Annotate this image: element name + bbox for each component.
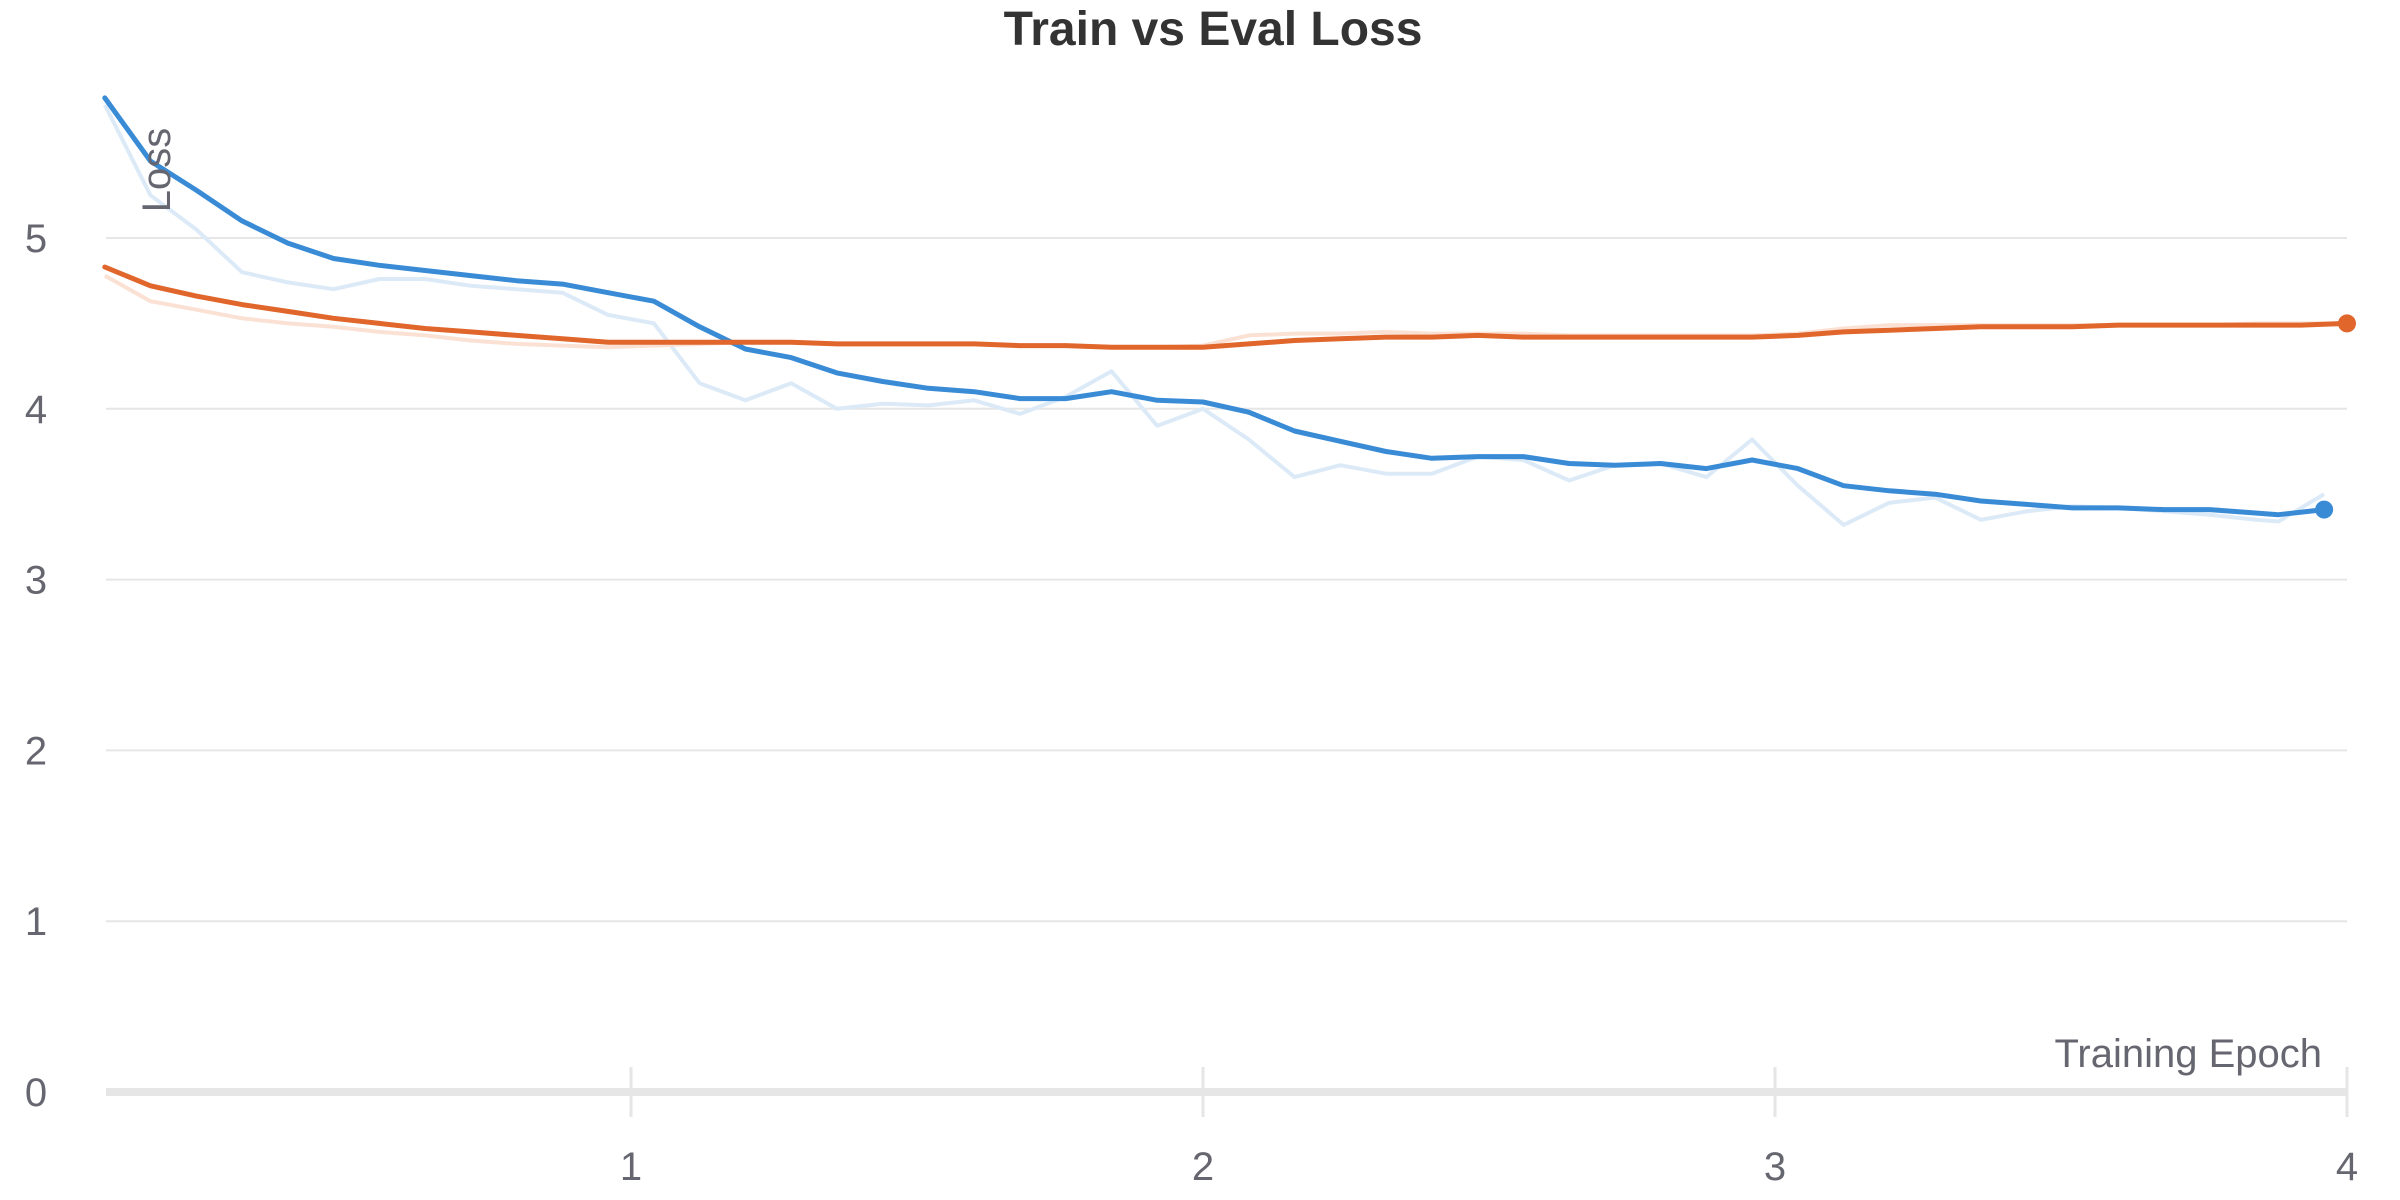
smoothed-series-layer bbox=[102, 95, 2356, 519]
y-tick-label-4: 4 bbox=[25, 388, 47, 432]
y-axis-label: Loss bbox=[135, 128, 179, 213]
eval-end-point bbox=[2338, 314, 2356, 333]
y-tick-label-5: 5 bbox=[25, 217, 47, 261]
eval-smoothed-line bbox=[102, 264, 2350, 350]
tick-label-layer: 0 1 2 3 4 5 1 2 3 4 bbox=[25, 217, 2358, 1189]
chart-title: Train vs Eval Loss bbox=[1004, 3, 1423, 56]
y-tick-label-0: 0 bbox=[25, 1071, 47, 1115]
y-tick-label-3: 3 bbox=[25, 559, 47, 603]
grid-layer bbox=[106, 237, 2347, 923]
y-tick-label-2: 2 bbox=[25, 729, 47, 773]
x-tick-label-1: 1 bbox=[620, 1145, 642, 1189]
x-axis-label: Training Epoch bbox=[2054, 1032, 2322, 1076]
train-end-point bbox=[2315, 500, 2334, 519]
x-tick-label-2: 2 bbox=[1192, 1145, 1214, 1189]
train-raw-line bbox=[103, 103, 2326, 527]
eval-raw-line bbox=[103, 273, 2347, 350]
x-tick-label-3: 3 bbox=[1764, 1145, 1786, 1189]
x-axis bbox=[106, 1067, 2349, 1117]
y-tick-label-1: 1 bbox=[25, 900, 47, 944]
train-smoothed-line bbox=[102, 95, 2327, 518]
raw-series-layer bbox=[103, 103, 2347, 527]
x-tick-label-4: 4 bbox=[2336, 1145, 2358, 1189]
